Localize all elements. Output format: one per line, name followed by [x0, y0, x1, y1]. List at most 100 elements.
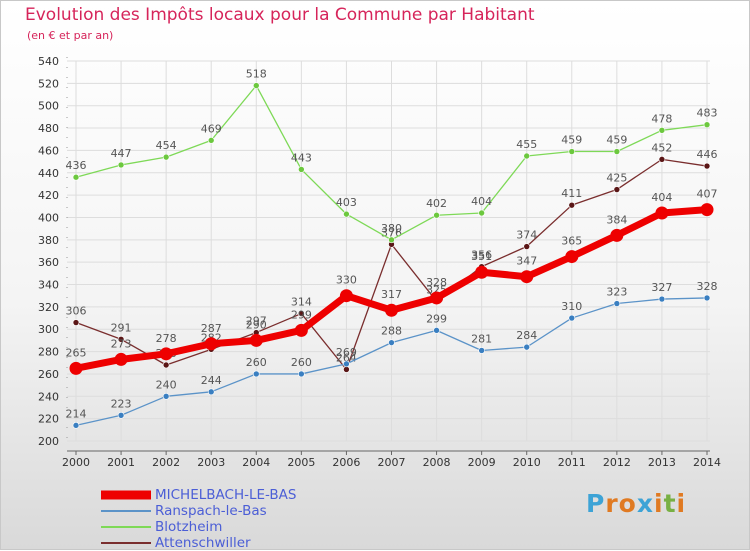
data-point: [478, 209, 485, 217]
data-point: [252, 370, 260, 378]
brand-letter: x: [636, 489, 654, 518]
x-tick-label: 2001: [107, 456, 135, 469]
data-point: [298, 166, 305, 173]
x-tick-label: 2014: [693, 456, 721, 469]
data-point: [385, 303, 398, 317]
data-point: [114, 352, 128, 366]
brand-letter: r: [605, 489, 619, 518]
x-tick-label: 2002: [152, 456, 180, 469]
y-tick-label: 300: [38, 323, 59, 336]
data-label: 317: [381, 288, 402, 301]
data-point: [703, 121, 711, 129]
data-point: [433, 211, 440, 219]
data-label: 214: [66, 407, 87, 420]
legend-label: Attenschwiller: [155, 535, 251, 551]
data-label: 402: [426, 197, 447, 210]
data-point: [655, 206, 669, 220]
data-label: 404: [471, 195, 492, 208]
data-point: [204, 337, 218, 351]
data-point: [430, 291, 444, 305]
data-label: 347: [516, 255, 537, 268]
data-label: 356: [471, 249, 492, 262]
brand-letter: P: [586, 489, 606, 518]
data-label: 310: [561, 300, 582, 313]
data-label: 288: [381, 325, 402, 338]
data-label: 455: [516, 138, 537, 151]
data-point: [475, 265, 489, 279]
proxiti-logo: Proxiti: [586, 489, 686, 518]
y-tick-label: 200: [38, 435, 59, 448]
data-label: 306: [66, 305, 87, 318]
data-point: [658, 126, 666, 134]
data-label: 443: [291, 151, 312, 164]
data-point: [117, 411, 125, 419]
data-label: 483: [697, 107, 718, 120]
y-tick-label: 400: [38, 211, 59, 224]
data-label: 404: [651, 191, 672, 204]
data-point: [117, 335, 125, 343]
data-point: [703, 162, 711, 170]
legend-item: Attenschwiller: [101, 535, 361, 551]
data-point: [72, 319, 80, 326]
legend-swatch: [101, 490, 151, 500]
data-point: [159, 347, 173, 361]
y-tick-label: 380: [38, 234, 59, 247]
data-label: 374: [516, 229, 537, 242]
data-label: 287: [201, 322, 222, 335]
y-tick-label: 340: [38, 279, 59, 292]
data-point: [433, 327, 440, 334]
brand-letter: t: [663, 489, 677, 518]
data-point: [298, 370, 305, 378]
y-tick-label: 260: [38, 368, 59, 381]
data-label: 323: [606, 286, 627, 299]
data-label: 244: [201, 374, 222, 387]
data-label: 299: [426, 312, 447, 325]
data-point: [523, 243, 531, 250]
data-label: 452: [651, 141, 672, 154]
data-point: [610, 228, 624, 242]
data-label: 446: [697, 148, 718, 161]
x-tick-label: 2011: [558, 456, 586, 469]
data-label: 240: [156, 378, 177, 391]
data-point: [343, 210, 350, 218]
legend-item: Ranspach-le-Bas: [101, 503, 361, 519]
data-point: [523, 343, 531, 351]
data-label: 447: [111, 147, 132, 160]
legend-item: Blotzheim: [101, 519, 361, 535]
data-label: 314: [291, 296, 312, 309]
data-label: 469: [201, 122, 222, 135]
data-point: [294, 323, 308, 337]
x-tick-label: 2000: [62, 456, 90, 469]
data-label: 284: [516, 329, 537, 342]
x-tick-label: 2012: [603, 456, 631, 469]
data-point: [568, 314, 576, 322]
data-label: 328: [697, 280, 718, 293]
y-tick-label: 320: [38, 301, 59, 314]
data-label: 265: [66, 346, 87, 359]
data-point: [162, 153, 170, 161]
data-label: 290: [246, 318, 267, 331]
y-tick-label: 520: [38, 77, 59, 90]
legend-label: MICHELBACH-LE-BAS: [155, 487, 297, 503]
data-label: 436: [66, 159, 87, 172]
y-tick-label: 360: [38, 256, 59, 269]
data-point: [117, 161, 125, 169]
x-tick-label: 2010: [513, 456, 541, 469]
data-label: 459: [606, 134, 627, 147]
data-point: [565, 250, 579, 264]
data-point: [162, 361, 170, 369]
x-tick-label: 2005: [287, 456, 315, 469]
data-point: [388, 236, 395, 244]
data-label: 478: [651, 112, 672, 125]
x-tick-label: 2013: [648, 456, 676, 469]
legend-label: Blotzheim: [155, 519, 223, 535]
x-tick-label: 2007: [378, 456, 406, 469]
x-tick-label: 2003: [197, 456, 225, 469]
legend-swatch: [101, 526, 151, 528]
data-point: [703, 294, 711, 302]
data-point: [162, 392, 170, 400]
data-point: [388, 339, 395, 346]
data-label: 299: [291, 308, 312, 321]
